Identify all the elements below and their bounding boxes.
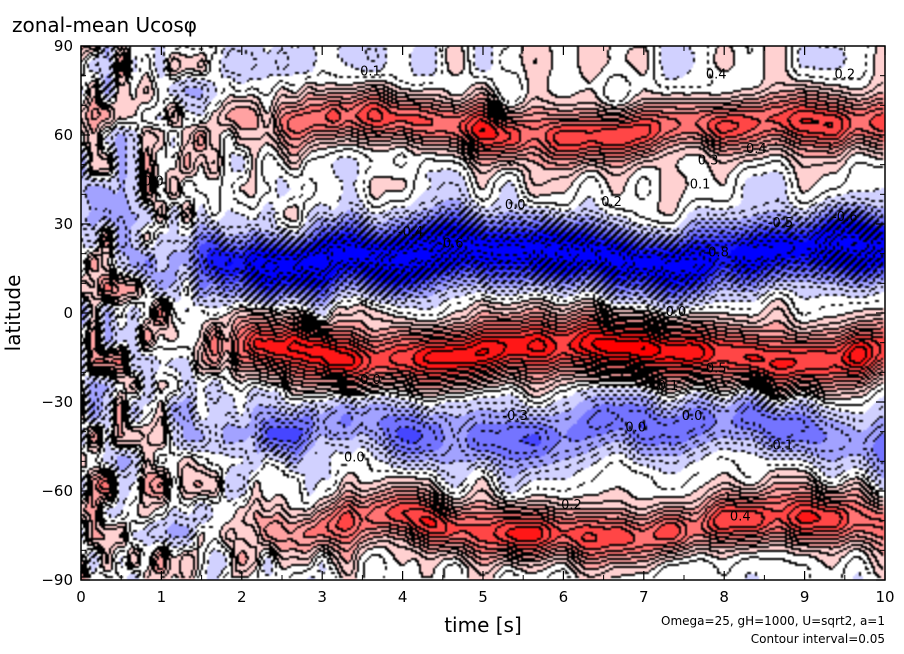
y-tick-label: 90 [54, 37, 73, 55]
y-axis: −90 −60 −30 0 30 60 90 [41, 37, 885, 589]
y-tick-label: 60 [54, 126, 73, 144]
contour-labels: 0.1 0.4 0.20.40.30.10.00.0 0.2-0.4-0.6-0.5-… [143, 65, 857, 525]
contour-value-label: 0.5 [706, 361, 727, 376]
contour-value-label: 0.0 [505, 198, 526, 213]
x-tick-label: 2 [237, 588, 247, 606]
x-tick-label: 3 [317, 588, 327, 606]
x-tick-label: 5 [478, 588, 488, 606]
heatmap-field [81, 46, 885, 580]
plot-area: 0.1 0.4 0.20.40.30.10.00.0 0.2-0.4-0.6-0.5-… [80, 45, 886, 581]
contour-value-label: -0.8 [703, 246, 728, 261]
contour-value-label: -0.1 [768, 438, 793, 453]
contour-value-label: 0.0 [666, 305, 687, 320]
y-tick-label: −90 [41, 571, 73, 589]
x-tick-label: 4 [398, 588, 408, 606]
contour-value-label: 0.1 [360, 65, 381, 80]
x-tick-label: 0 [76, 588, 86, 606]
contour-value-label: 0.2 [601, 195, 622, 210]
y-tick-label: 0 [63, 304, 73, 322]
contour-value-label: -0.4 [398, 225, 423, 240]
contour-value-label: -0.6 [438, 237, 463, 252]
parameters-note: Omega=25, gH=1000, U=sqrt2, a=1 [661, 614, 885, 628]
contour-value-label: 0.0 [143, 174, 164, 189]
x-axis-title: time [s] [444, 613, 522, 637]
x-tick-label: 1 [157, 588, 167, 606]
y-tick-label: −60 [41, 482, 73, 500]
contour-value-label: 0.2 [561, 498, 582, 513]
contour-value-label: 0.0 [625, 421, 646, 436]
contour-value-label: 0.1 [690, 177, 711, 192]
y-axis-title: latitude [1, 275, 25, 352]
contour-value-label: 0.2 [834, 68, 855, 83]
contour-value-label: 0.1 [658, 379, 679, 394]
y-tick-label: 30 [54, 215, 73, 233]
x-tick-label: 8 [719, 588, 729, 606]
x-axis: 0 1 2 3 4 5 6 7 8 9 10 [76, 46, 895, 606]
x-tick-label: 6 [559, 588, 569, 606]
x-tick-label: 10 [875, 588, 894, 606]
contour-value-label: 0.4 [746, 142, 767, 157]
contour-value-label: 0.0 [360, 373, 381, 388]
contour-value-label: -0.3 [502, 409, 527, 424]
contour-value-label: 0.4 [730, 510, 751, 525]
contour-interval-note: Contour interval=0.05 [751, 632, 885, 646]
contour-value-label: 0.3 [698, 154, 719, 169]
x-tick-label: 9 [800, 588, 810, 606]
contour-value-label: -0.6 [832, 210, 857, 225]
contour-value-label: 0.4 [706, 68, 727, 83]
contour-value-label: -0.5 [768, 216, 793, 231]
contour-value-label: 0.0 [344, 450, 365, 465]
contour-value-label: 0.0 [682, 409, 703, 424]
y-tick-label: −30 [41, 393, 73, 411]
x-tick-label: 7 [639, 588, 649, 606]
chart-title: zonal-mean Ucosφ [12, 13, 197, 37]
